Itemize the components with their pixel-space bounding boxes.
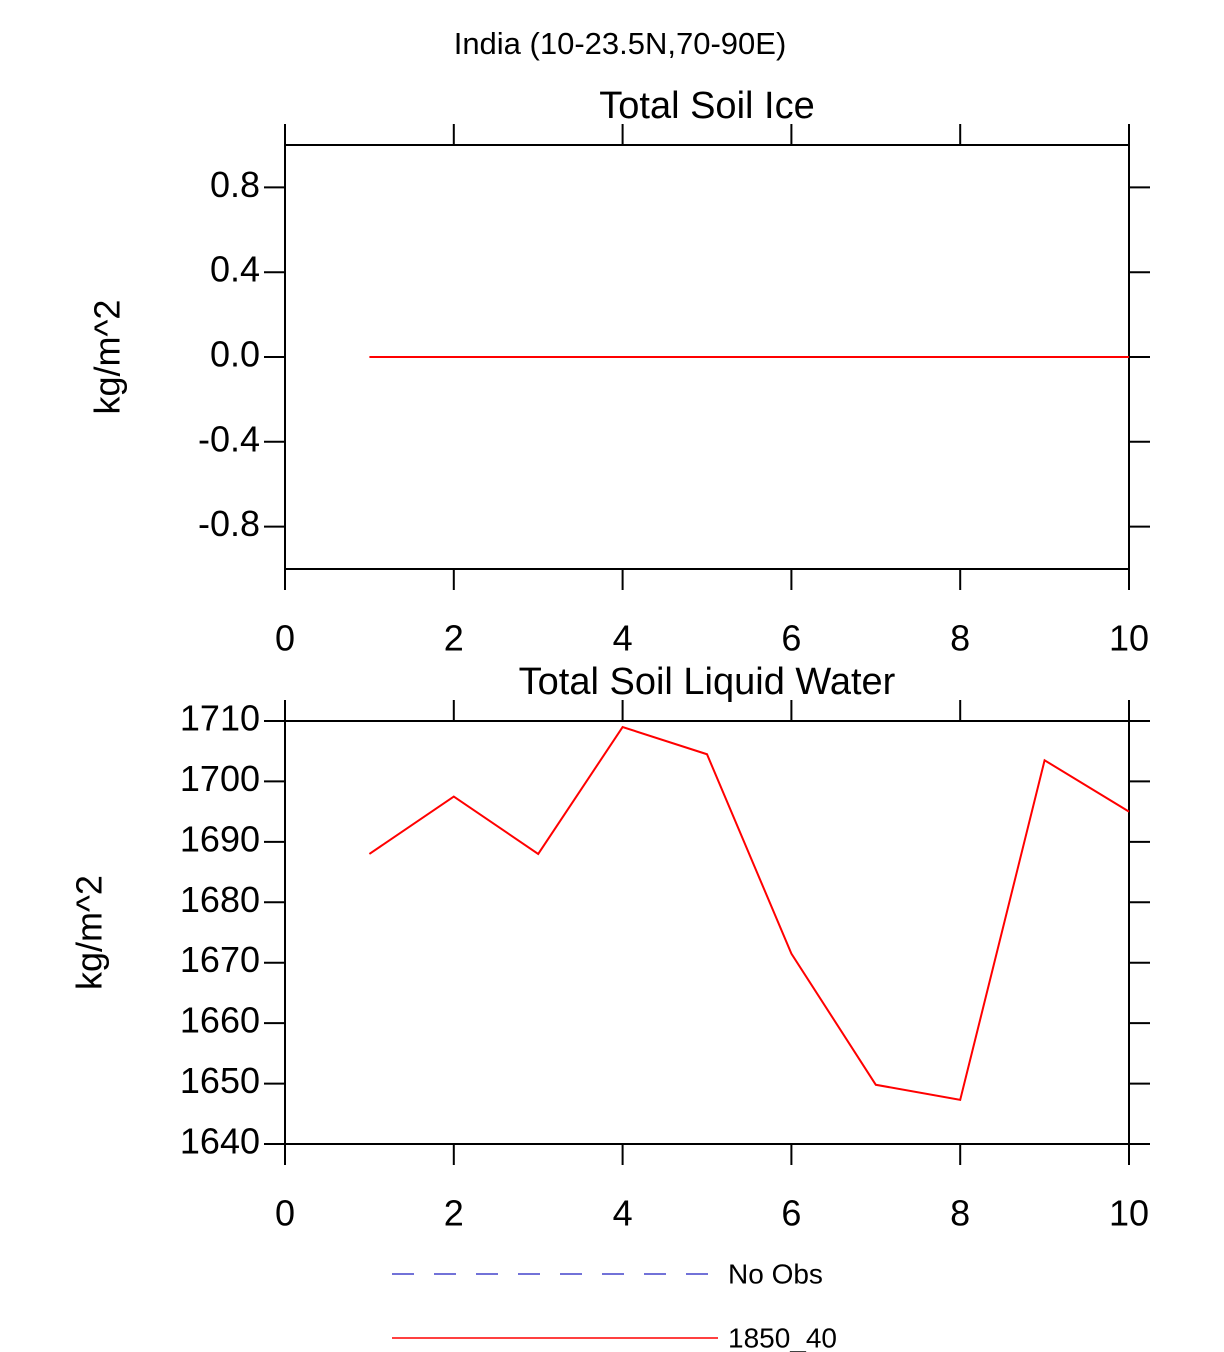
x-tick-label: 0: [275, 1193, 295, 1234]
x-tick-label: 4: [613, 1193, 633, 1234]
y-axis-label: kg/m^2: [87, 300, 128, 415]
y-axis-label: kg/m^2: [69, 875, 110, 990]
y-tick-label: 1700: [180, 758, 260, 799]
x-tick-label: 0: [275, 618, 295, 659]
y-tick-label: 1670: [180, 939, 260, 980]
y-tick-label: 0.8: [210, 164, 260, 205]
data-line: [368, 725, 1130, 1102]
legend-label: 1850_40: [728, 1322, 837, 1352]
y-tick-label: 1680: [180, 879, 260, 920]
plot-frame: [284, 720, 1130, 1145]
x-tick-label: 2: [444, 618, 464, 659]
legend-label: No Obs: [728, 1258, 823, 1289]
y-tick-label: 1710: [180, 698, 260, 739]
y-tick-label: -0.8: [198, 503, 260, 544]
x-tick-label: 8: [950, 618, 970, 659]
y-tick-label: 0.0: [210, 334, 260, 375]
y-tick-label: 1640: [180, 1121, 260, 1162]
y-tick-label: 1690: [180, 818, 260, 859]
x-tick-label: 4: [613, 618, 633, 659]
y-tick-label: 1660: [180, 1000, 260, 1041]
x-tick-label: 10: [1109, 618, 1149, 659]
x-tick-label: 10: [1109, 1193, 1149, 1234]
x-tick-label: 6: [781, 618, 801, 659]
y-tick-label: 1650: [180, 1060, 260, 1101]
x-tick-label: 8: [950, 1193, 970, 1234]
x-tick-label: 2: [444, 1193, 464, 1234]
y-tick-label: -0.4: [198, 418, 260, 459]
panel-title: Total Soil Liquid Water: [519, 661, 896, 703]
y-tick-label: 0.4: [210, 249, 260, 290]
panel-title: Total Soil Ice: [599, 85, 814, 127]
figure-title: India (10-23.5N,70-90E): [454, 26, 787, 61]
x-tick-label: 6: [781, 1193, 801, 1234]
